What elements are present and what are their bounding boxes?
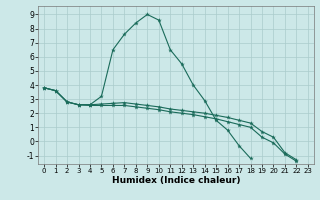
X-axis label: Humidex (Indice chaleur): Humidex (Indice chaleur) [112, 176, 240, 185]
